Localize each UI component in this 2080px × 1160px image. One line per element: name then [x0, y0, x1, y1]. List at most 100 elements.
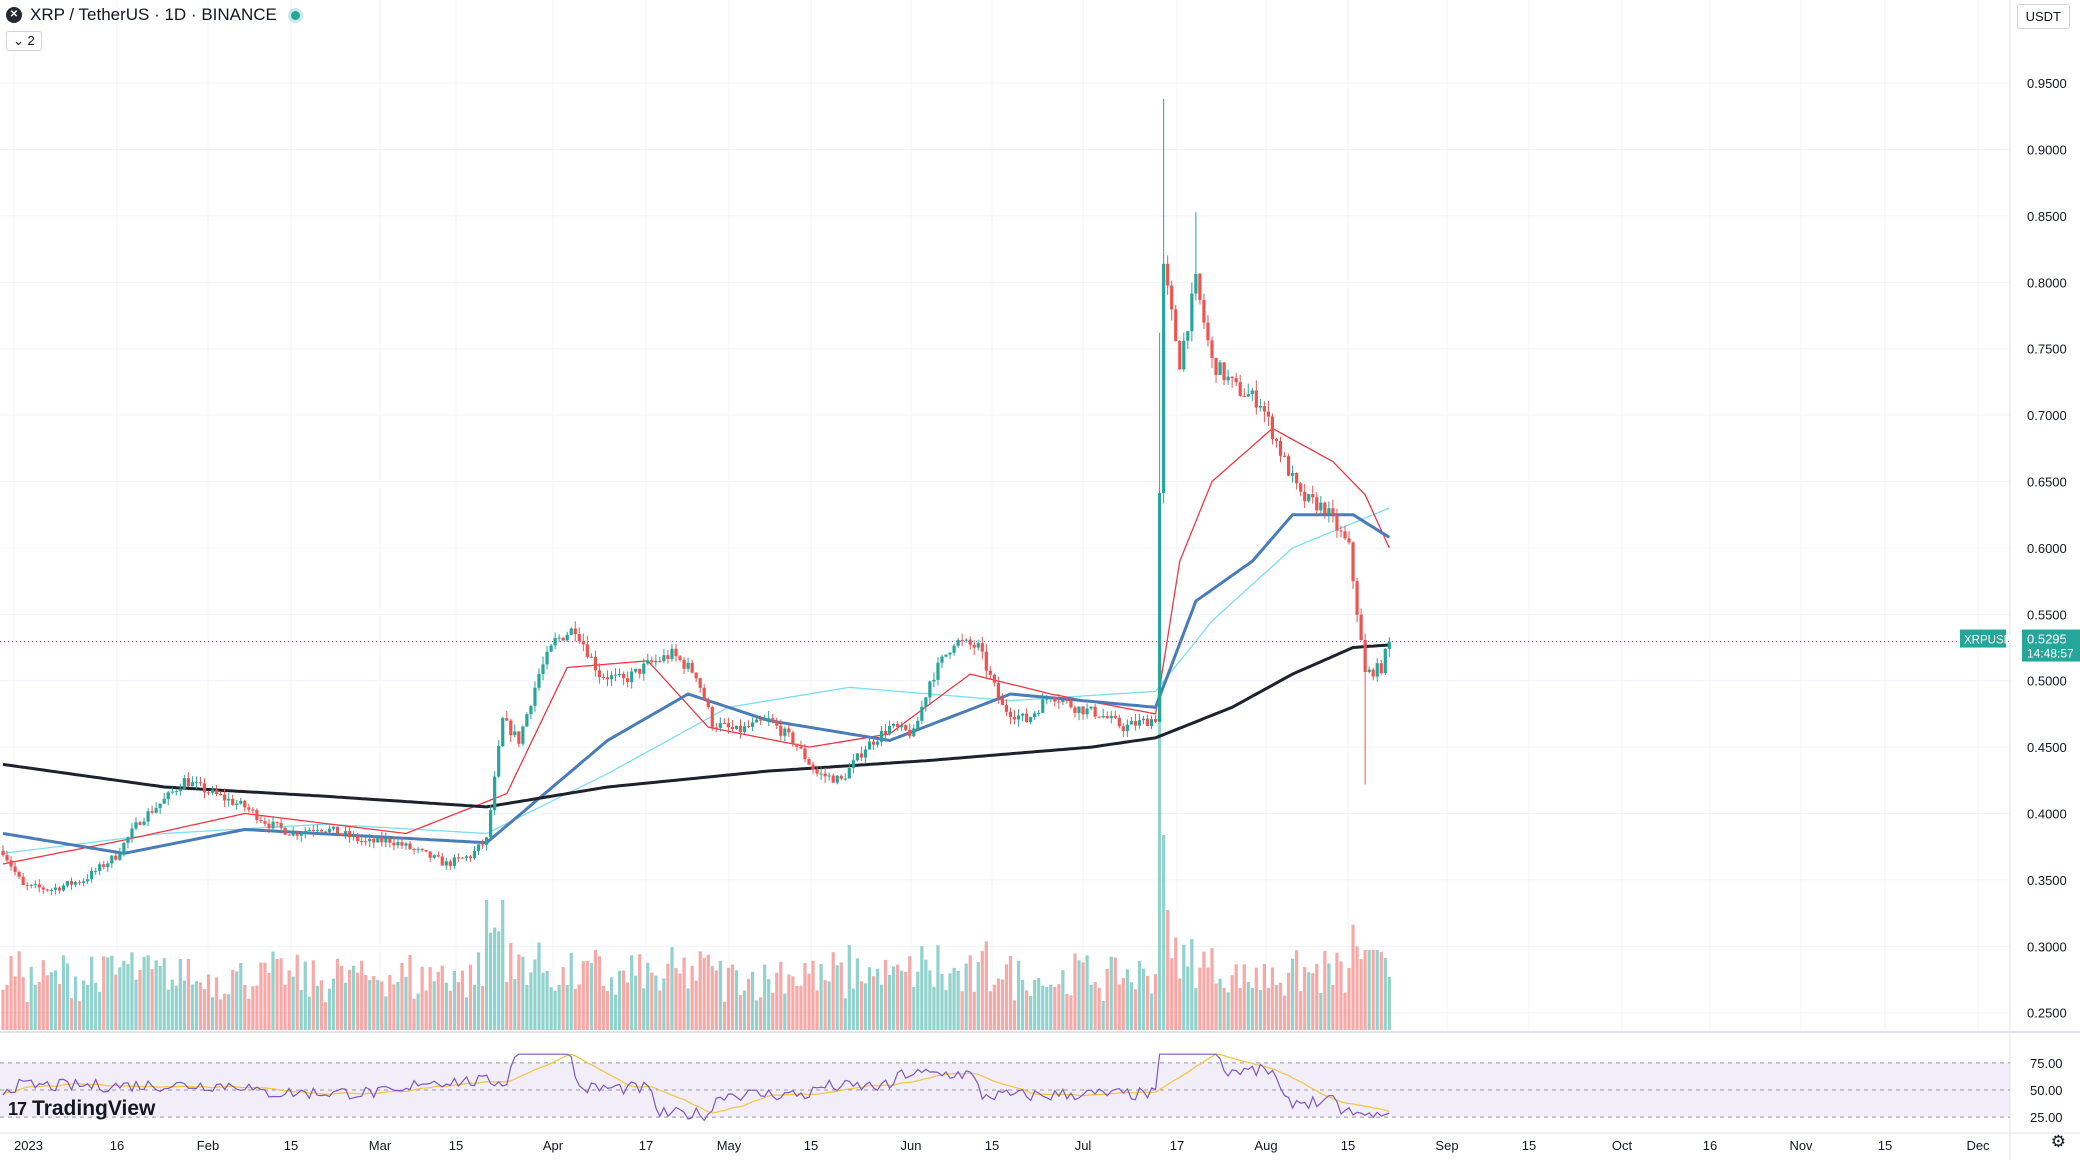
candle-body	[746, 726, 751, 728]
candle-body	[912, 728, 916, 737]
candle	[980, 637, 984, 660]
volume-bar	[1202, 951, 1206, 1030]
candle	[698, 677, 702, 693]
volume-bar	[1149, 993, 1154, 1030]
candle-body	[468, 856, 473, 859]
volume-bar	[356, 972, 360, 1030]
candle	[227, 793, 231, 807]
candle-body	[194, 782, 199, 784]
candle	[235, 799, 239, 810]
volume-bar	[883, 959, 888, 1030]
candle	[1190, 282, 1194, 342]
candle	[194, 776, 199, 789]
candle-body	[444, 861, 448, 866]
candle-body	[767, 718, 771, 720]
candle	[1025, 708, 1029, 723]
indicators-collapse-button[interactable]: ⌄ 2	[6, 31, 42, 51]
time-tick-label: 15	[804, 1138, 818, 1153]
volume-bar	[1129, 982, 1133, 1030]
volume-bar	[384, 996, 388, 1030]
candle	[1270, 413, 1275, 445]
volume-bar	[525, 984, 529, 1030]
candle	[347, 825, 352, 843]
settings-gear-icon[interactable]: ⚙	[2050, 1132, 2066, 1151]
candle	[908, 723, 912, 739]
time-tick-label: Jun	[901, 1138, 922, 1153]
candle-body	[255, 810, 259, 821]
candle-body	[896, 723, 900, 728]
price-tick-label: 0.7000	[2027, 408, 2067, 423]
candle-body	[126, 837, 130, 843]
candle-body	[86, 879, 90, 882]
candle	[178, 783, 182, 796]
volume-bar	[1097, 987, 1101, 1030]
volume-bar	[146, 955, 150, 1030]
volume-bar	[771, 992, 775, 1030]
volume-bar	[819, 963, 823, 1030]
volume-bar	[972, 991, 976, 1030]
candle-body	[190, 782, 195, 787]
candle	[952, 643, 956, 656]
volume-bar	[1299, 991, 1303, 1030]
candle-body	[553, 638, 557, 646]
candle	[839, 774, 843, 781]
candle-body	[1149, 719, 1154, 727]
candle-body	[1359, 614, 1363, 641]
candle	[1170, 280, 1174, 321]
candle	[1303, 483, 1307, 509]
candle-body	[775, 721, 779, 726]
volume-bar	[775, 972, 779, 1030]
candle-body	[807, 759, 811, 765]
candle-body	[617, 673, 622, 675]
volume-bar	[549, 987, 553, 1030]
price-tick-label: 0.3500	[2027, 873, 2067, 888]
volume-bar	[1, 989, 5, 1030]
candle-body	[1371, 669, 1375, 677]
candle	[1379, 659, 1383, 675]
time-axis: 2023 16 Feb 15 Mar 15 Apr 17 May 15 Jun 15 Jul 17 Aug 1…	[14, 1138, 1990, 1153]
candle-body	[730, 727, 735, 729]
price-tick-label: 0.6500	[2027, 475, 2067, 490]
volume-bar	[581, 961, 585, 1030]
volume-bar	[714, 970, 718, 1030]
volume-bar	[646, 962, 650, 1030]
candle	[859, 746, 863, 761]
volume-bar	[1141, 968, 1146, 1030]
volume-bar	[432, 981, 436, 1030]
volume-bar	[1375, 950, 1379, 1030]
volume-bar	[694, 980, 698, 1030]
volume-bar	[1037, 977, 1041, 1030]
volume-bar	[271, 951, 275, 1030]
candle	[1299, 482, 1303, 497]
candle-body	[1012, 717, 1017, 720]
candle-body	[867, 741, 872, 750]
volume-bar	[178, 959, 182, 1030]
currency-selector[interactable]: USDT	[2016, 4, 2070, 29]
candle-body	[480, 844, 485, 846]
candle-body	[533, 687, 537, 706]
volume-bar	[122, 960, 126, 1030]
time-tick-label: 2023	[14, 1138, 43, 1153]
xrp-coin-icon: ✕	[6, 7, 22, 23]
volume-bar	[1234, 964, 1238, 1030]
candle-body	[787, 728, 791, 733]
candle	[855, 752, 859, 762]
symbol-title[interactable]: XRP / TetherUS · 1D · BINANCE	[30, 5, 277, 24]
volume-bar	[134, 979, 138, 1030]
candle	[767, 710, 771, 727]
volume-bar	[622, 970, 626, 1030]
volume-bar	[787, 974, 791, 1030]
candle	[396, 837, 400, 849]
candle-body	[1218, 362, 1222, 375]
candle-body	[658, 660, 662, 662]
volume-bar	[1343, 992, 1347, 1030]
candle	[98, 861, 102, 875]
volume-bar	[162, 958, 166, 1030]
candle-body	[670, 648, 674, 659]
volume-bar	[311, 960, 315, 1030]
rsi-level-label: 75.00	[2030, 1056, 2063, 1071]
volume-bar	[948, 973, 952, 1030]
candle	[771, 714, 775, 724]
candle-body	[456, 857, 460, 859]
